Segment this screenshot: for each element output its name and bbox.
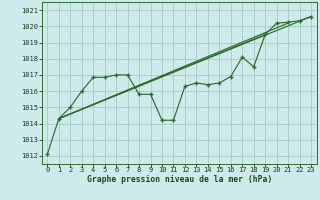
X-axis label: Graphe pression niveau de la mer (hPa): Graphe pression niveau de la mer (hPa) bbox=[87, 175, 272, 184]
